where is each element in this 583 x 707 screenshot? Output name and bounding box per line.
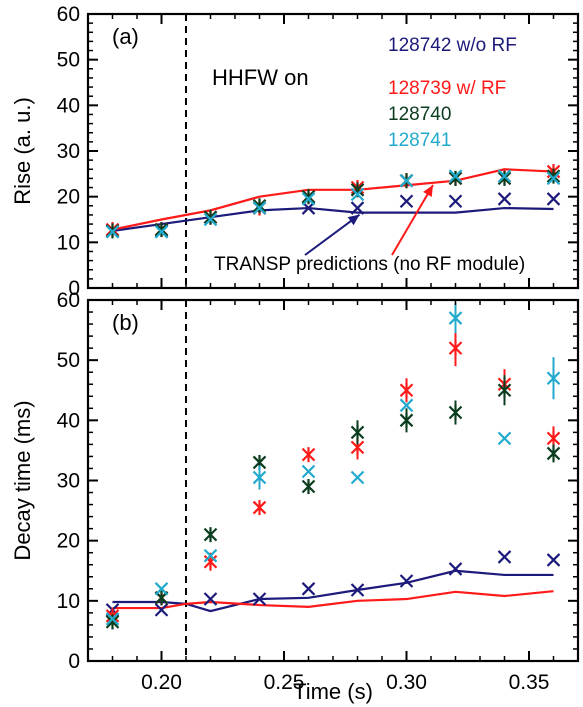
- y-tick-label: 40: [57, 409, 80, 432]
- transp-arrow-rf: [391, 184, 434, 256]
- data-point-128740: [105, 614, 120, 630]
- data-point-128742: [448, 194, 463, 209]
- data-point-128740: [350, 420, 365, 445]
- x-tick-label: 0.20: [141, 671, 182, 694]
- data-point-128742: [350, 201, 365, 215]
- data-point-128739: [252, 500, 267, 516]
- data-point-128740: [154, 222, 169, 238]
- x-tick-label: 0.25: [264, 671, 305, 694]
- y-tick-label: 30: [57, 140, 80, 163]
- panel-a-label: (a): [112, 24, 139, 49]
- panel-b: 0 10 20 30 40 50 60 0.20 0.25 0.30 0.35 (b) Decay …: [10, 289, 580, 704]
- data-point-128742: [399, 194, 414, 209]
- y-tick-label: 10: [57, 231, 80, 254]
- data-point-128742: [203, 592, 218, 606]
- y-tick-label: 20: [57, 186, 80, 209]
- transp-line-0: [112, 206, 554, 233]
- data-point-128739: [399, 378, 414, 403]
- x-tick-label: 0.35: [509, 671, 550, 694]
- data-point-128742: [497, 550, 512, 564]
- data-point-128741: [105, 225, 120, 239]
- data-point-128740: [546, 168, 561, 184]
- data-point-128742: [399, 574, 414, 588]
- data-point-128742: [350, 583, 365, 597]
- data-point-128740: [448, 170, 463, 186]
- data-point-128740: [497, 375, 512, 406]
- data-point-128742: [546, 553, 561, 567]
- data-point-128741: [448, 169, 463, 183]
- y-tick-label: 60: [57, 289, 80, 312]
- data-point-128740: [448, 400, 463, 425]
- y-tick-label: 0: [68, 277, 80, 300]
- y-tick-label: 0: [68, 650, 80, 673]
- data-point-128741: [399, 398, 414, 413]
- legend-entry-128742: 128742 w/o RF: [388, 35, 517, 56]
- panel-b-label: (b): [112, 310, 139, 335]
- data-point-128742: [154, 603, 169, 617]
- data-point-128742: [546, 192, 561, 206]
- transp-line-1: [112, 590, 554, 610]
- data-point-128741: [546, 357, 561, 400]
- panel-b-y-axis-label: Decay time (ms): [10, 400, 35, 560]
- x-axis-label: Time (s): [293, 679, 373, 704]
- data-point-128740: [497, 170, 512, 186]
- data-point-128742: [497, 192, 512, 206]
- transp-arrow-no-rf: [304, 213, 361, 256]
- legend-entry-128741: 128741: [388, 130, 451, 151]
- data-point-128740: [399, 408, 414, 433]
- transp-annotation: TRANSP predictions (no RF module): [214, 254, 525, 275]
- y-tick-label: 50: [57, 349, 80, 372]
- data-point-128741: [301, 192, 316, 206]
- data-point-128742: [252, 592, 267, 606]
- y-tick-label: 20: [57, 530, 80, 553]
- y-tick-label: 50: [57, 49, 80, 72]
- transp-line-1: [112, 168, 554, 231]
- data-point-128741: [497, 431, 512, 446]
- data-point-128741: [203, 548, 218, 563]
- data-point-128740: [301, 189, 316, 205]
- data-point-128741: [301, 464, 316, 479]
- x-tick-label: 0.30: [386, 671, 427, 694]
- data-point-128741: [350, 187, 365, 202]
- legend-entry-128740: 128740: [388, 104, 451, 125]
- data-point-128741: [252, 201, 267, 215]
- data-point-128741: [546, 171, 561, 186]
- legend-entry-128739: 128739 w/ RF: [388, 78, 506, 99]
- data-point-128741: [448, 303, 463, 334]
- data-point-128741: [497, 169, 512, 183]
- data-point-128740: [252, 198, 267, 214]
- legend: 128742 w/o RF 128739 w/ RF 128740 128741: [388, 35, 517, 151]
- data-point-128742: [301, 582, 316, 596]
- panel-a-y-axis-label: Rise (a. u.): [10, 97, 35, 205]
- data-point-128739: [301, 447, 316, 463]
- data-point-128742: [448, 562, 463, 576]
- transp-line-0: [112, 569, 554, 613]
- y-tick-label: 40: [57, 94, 80, 117]
- y-tick-label: 60: [57, 3, 80, 26]
- panel-a: 0 10 20 30 40 50 60 (a) Rise (a. u.) HHFW on T…: [10, 3, 580, 300]
- data-point-128741: [252, 465, 267, 490]
- hhfw-on-annotation: HHFW on: [212, 65, 309, 90]
- data-point-128740: [301, 479, 316, 495]
- data-point-128740: [546, 444, 561, 463]
- y-tick-label: 30: [57, 470, 80, 493]
- data-point-128741: [105, 612, 120, 626]
- data-point-128741: [154, 582, 169, 596]
- data-point-128741: [399, 173, 414, 188]
- data-point-128739: [448, 330, 463, 367]
- data-point-128741: [350, 470, 365, 485]
- data-point-128740: [203, 209, 218, 225]
- y-tick-label: 10: [57, 590, 80, 613]
- data-point-128740: [203, 527, 218, 543]
- data-point-128741: [154, 225, 169, 239]
- data-point-128741: [203, 212, 218, 227]
